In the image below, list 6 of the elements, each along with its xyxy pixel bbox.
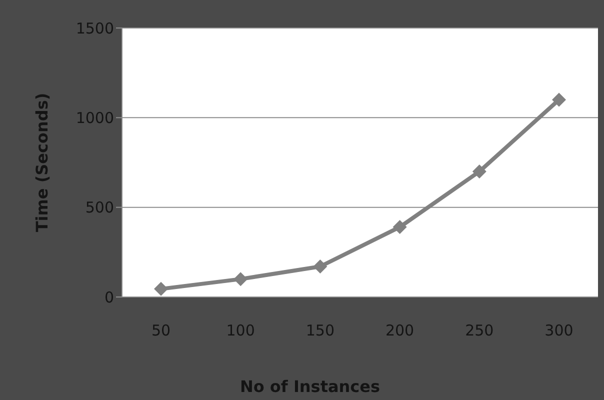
point	[234, 272, 248, 286]
point	[313, 260, 328, 274]
point	[392, 220, 407, 234]
point	[472, 164, 486, 178]
point	[552, 92, 566, 107]
point	[154, 282, 168, 296]
